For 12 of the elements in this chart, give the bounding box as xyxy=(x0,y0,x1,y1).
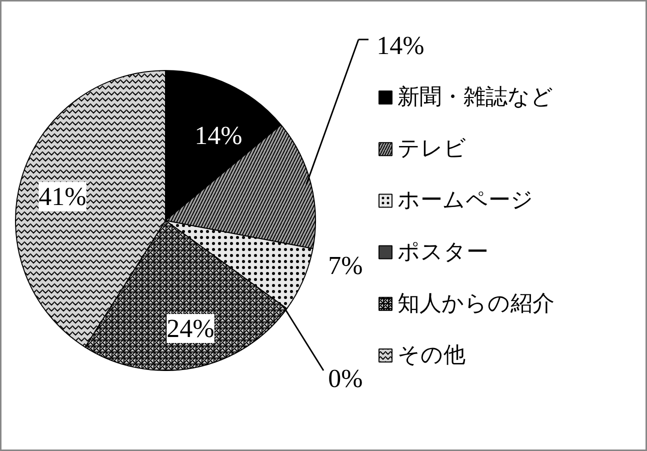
data-label: 24% xyxy=(166,314,214,343)
data-label: 14% xyxy=(376,31,424,60)
legend-label: ポスター xyxy=(398,240,488,265)
legend-label: 新聞・雑誌など xyxy=(398,85,554,110)
data-label: 41% xyxy=(38,182,86,211)
legend-label: その他 xyxy=(398,343,466,368)
data-label: 14% xyxy=(194,121,242,150)
text: 0% xyxy=(328,364,363,393)
legend-label: 知人からの紹介 xyxy=(398,291,554,316)
data-label: 7% xyxy=(328,251,363,280)
legend-label: テレビ xyxy=(398,136,466,162)
legend-label: ホームページ xyxy=(398,188,534,214)
